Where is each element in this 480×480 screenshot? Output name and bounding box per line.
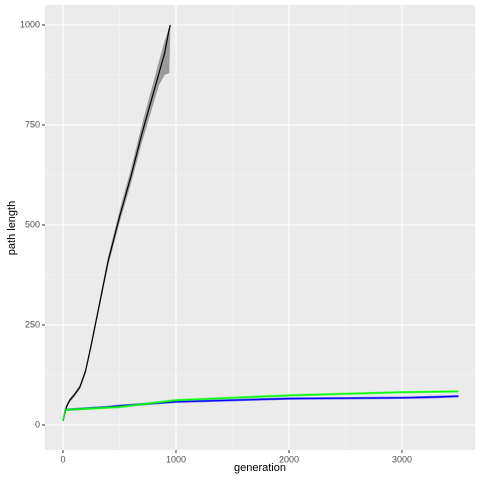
y-tick-label: 1000	[20, 19, 40, 29]
x-tick-label: 2000	[279, 454, 299, 464]
x-tick-label: 0	[60, 454, 65, 464]
grid	[45, 5, 475, 450]
x-tick-label: 1000	[166, 454, 186, 464]
y-tick-label: 250	[25, 319, 40, 329]
axes: 0 1000 2000 3000 0 250 500 750 1000	[20, 19, 412, 464]
y-tick-label: 750	[25, 119, 40, 129]
marks	[62, 24, 459, 422]
x-axis-title: generation	[234, 462, 286, 474]
y-axis-title: path length	[6, 201, 18, 255]
y-tick-label: 0	[35, 419, 40, 429]
ribbon	[62, 25, 171, 422]
x-tick-label: 3000	[392, 454, 412, 464]
line	[62, 390, 459, 422]
line	[62, 24, 171, 422]
plot-panel	[45, 5, 475, 450]
y-tick-label: 500	[25, 219, 40, 229]
